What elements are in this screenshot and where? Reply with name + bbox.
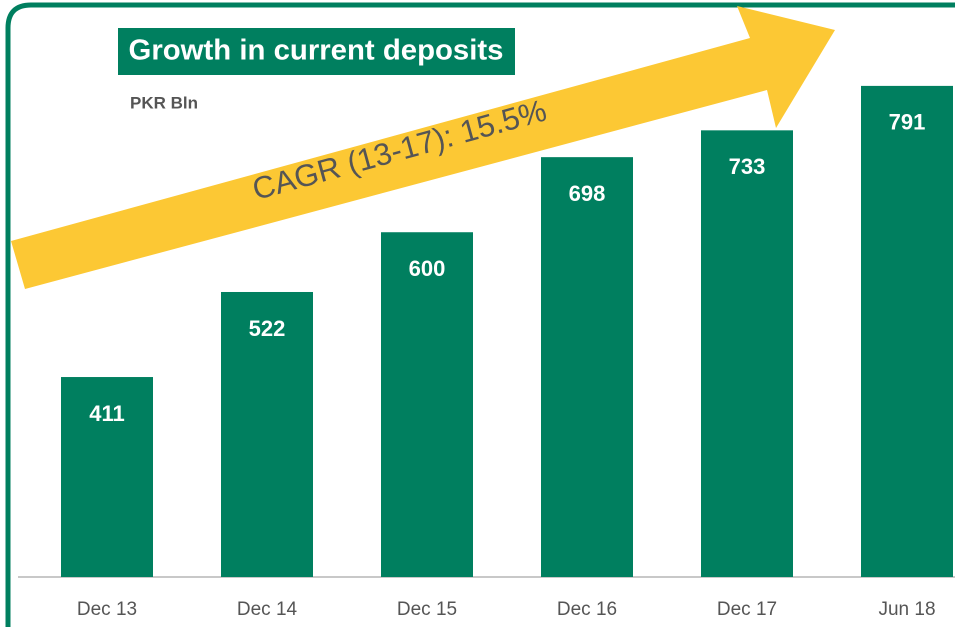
bar [221,291,313,577]
bar [861,85,953,577]
x-tick-label: Dec 16 [557,599,617,620]
x-tick-label: Dec 15 [397,599,457,620]
value-label: 791 [889,110,926,135]
growth-arrow [11,6,835,289]
bar [61,377,153,577]
x-tick-label: Dec 14 [237,599,298,620]
subtitle: PKR Bln [130,93,198,112]
bar [541,157,633,577]
value-label: 522 [249,316,286,341]
frame [5,2,955,627]
bar [701,130,793,577]
value-label: 411 [89,401,125,426]
x-tick-label: Dec 17 [717,599,777,620]
value-label: 733 [729,154,766,179]
bars [61,85,953,577]
x-tick-label: Jun 18 [878,599,935,620]
value-label: 600 [409,256,446,281]
value-label: 698 [569,181,606,206]
x-tick-label: Dec 13 [77,599,137,620]
bar [381,232,473,577]
title-box [118,28,515,75]
chart-title: Growth in current deposits [129,35,504,67]
